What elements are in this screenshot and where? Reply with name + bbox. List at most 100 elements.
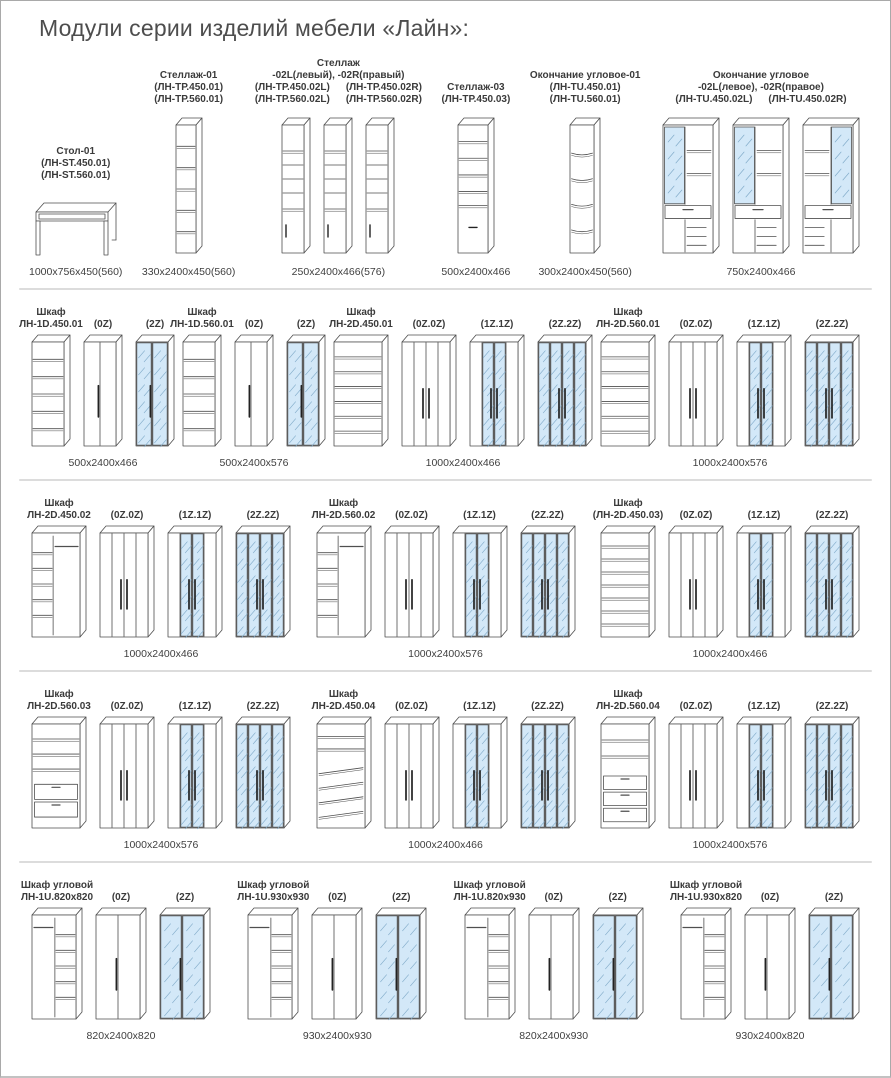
furniture-unit: Шкаф ЛН-2D.450.02	[27, 495, 91, 640]
wardrobe-doors-icon	[235, 525, 291, 639]
wardrobe-doors-icon	[736, 525, 792, 639]
unit-label: (1Z.1Z)	[165, 495, 225, 522]
variant-label: (0Z.0Z)	[110, 510, 144, 521]
variant-label: (0Z)	[328, 892, 347, 903]
unit-label: (2Z)	[373, 877, 429, 904]
furniture-unit: (0Z)	[81, 304, 125, 449]
module-label: Стеллаж-01 (ЛН-ТР.450.01) (ЛН-ТР.560.01)	[154, 70, 223, 106]
wardrobe-doors-icon	[401, 334, 457, 447]
wardrobe-doors-icon	[167, 525, 223, 639]
furniture-unit: (1Z.1Z)	[734, 495, 794, 640]
wardrobe-doors-icon	[744, 907, 796, 1020]
furniture-unit: (0Z.0Z)	[666, 304, 726, 449]
variant-label: (2Z)	[392, 892, 411, 903]
wardrobe-doors-icon	[311, 907, 363, 1020]
furniture-unit	[660, 112, 722, 258]
page-title: Модули серии изделий мебели «Лайн»:	[39, 15, 470, 41]
unit-label: (0Z)	[93, 877, 149, 904]
unit-label: (2Z.2Z)	[233, 686, 293, 713]
wardrobe-doors-icon	[668, 716, 724, 829]
wardrobe-doors-icon	[520, 716, 575, 830]
module-group: Окончание угловое-01 (ЛН-TU.450.01) (ЛН-TU…	[530, 70, 641, 278]
unit-label: (0Z.0Z)	[97, 686, 157, 713]
module-name: -02L(левое), -02R(правое)	[697, 82, 824, 93]
variant-label: (1Z.1Z)	[747, 319, 781, 330]
vanity-icon	[662, 117, 720, 254]
module-code: ЛН-1U.930х930	[237, 892, 310, 903]
wardrobe-group: Шкаф ЛН-2D.560.03 (0Z.0Z) (1Z.1Z) (2Z.2Z) 100…	[27, 686, 293, 851]
module-group: Стеллаж-01 (ЛН-ТР.450.01) (ЛН-ТР.560.01) 33…	[142, 70, 235, 278]
wardrobe-group: Шкаф ЛН-2D.450.02 (0Z.0Z) (1Z.1Z) (2Z.2Z) 100…	[27, 495, 293, 660]
module-group: Окончание угловое -02L(левое), -02R(право…	[660, 70, 862, 278]
variant-label: (0Z)	[544, 892, 563, 903]
variant-label: (2Z.2Z)	[815, 510, 849, 521]
corner-end-icon	[569, 117, 601, 254]
rack2-icon	[323, 117, 353, 254]
module-name: Шкаф	[44, 689, 74, 700]
wardrobe-group: Шкаф ЛН-1D.450.01 (0Z) (2Z) 500x2400x466	[19, 304, 177, 469]
variant-label: (1Z.1Z)	[178, 510, 212, 521]
unit-label: (0Z.0Z)	[382, 686, 442, 713]
variant-label: (0Z.0Z)	[679, 510, 713, 521]
module-code: ЛН-2D.450.01	[329, 319, 393, 330]
unit-label: Шкаф угловой ЛН-1U.820х930	[454, 877, 526, 904]
module-name: Стеллаж	[316, 58, 360, 69]
wardrobe-doors-icon	[804, 716, 860, 830]
wardrobe-doors-icon	[469, 334, 525, 448]
wardrobe-open-icon	[600, 525, 656, 638]
wardrobe-open-icon	[600, 334, 656, 447]
unit-label: (2Z)	[157, 877, 213, 904]
furniture-unit: (0Z.0Z)	[399, 304, 459, 449]
furniture-unit: Шкаф ЛН-1D.560.01	[170, 304, 234, 449]
furniture-unit: Шкаф угловой ЛН-1U.930х930	[237, 877, 309, 1022]
wardrobe-open-icon	[316, 716, 371, 829]
furniture-unit: (0Z)	[309, 877, 365, 1022]
unit-label: (1Z.1Z)	[734, 686, 794, 713]
unit-label: (0Z)	[742, 877, 798, 904]
furniture-unit: (0Z.0Z)	[382, 495, 442, 640]
variant-label: (2Z)	[145, 319, 165, 330]
row-separator	[19, 479, 872, 481]
module-code: ЛН-1D.560.01	[170, 319, 234, 330]
unit-label: (2Z.2Z)	[802, 495, 862, 522]
dimensions-label: 820x2400x930	[519, 1030, 589, 1042]
unit-label: (0Z)	[232, 304, 276, 331]
furniture-unit: (1Z.1Z)	[450, 686, 510, 831]
wardrobe-doors-icon	[804, 525, 860, 639]
wardrobe-group: Шкаф ЛН-1D.560.01 (0Z) (2Z) 500x2400x576	[170, 304, 328, 469]
module-name: Шкаф угловой	[20, 880, 94, 891]
module-codes: (ЛН-ТР.450.02R) (ЛН-ТР.560.02R)	[345, 82, 422, 105]
dimensions-label: 500x2400x576	[219, 457, 289, 469]
furniture-unit: Шкаф ЛН-2D.560.03	[27, 686, 91, 831]
wardrobe-doors-icon	[736, 716, 792, 830]
module-name: Шкаф	[346, 307, 376, 318]
row-separator	[19, 670, 872, 672]
furniture-unit: Шкаф (ЛН-2D.450.03)	[593, 495, 663, 640]
rack3-icon	[457, 117, 495, 254]
unit-label: Шкаф ЛН-2D.560.03	[27, 686, 91, 713]
variant-label: (2Z.2Z)	[531, 701, 564, 712]
unit-label: Шкаф ЛН-2D.560.04	[596, 686, 660, 713]
wardrobe-doors-icon	[452, 716, 507, 830]
wardrobe-group: Шкаф ЛН-2D.560.01 (0Z.0Z) (1Z.1Z) (2Z.2Z) 100…	[596, 304, 862, 469]
furniture-unit: (2Z.2Z)	[233, 686, 293, 831]
unit-label: Шкаф ЛН-1D.450.01	[19, 304, 83, 331]
wardrobe-group: Шкаф ЛН-2D.560.04 (0Z.0Z) (1Z.1Z) (2Z.2Z) 100…	[596, 686, 862, 851]
variant-label: (1Z.1Z)	[463, 510, 496, 521]
variant-label: (1Z.1Z)	[178, 701, 212, 712]
module-codes: (ЛН-ТР.450.03)	[441, 94, 511, 105]
unit-label: (2Z.2Z)	[233, 495, 293, 522]
module-group: Стеллаж-03 (ЛН-ТР.450.03) 500x2400x466	[441, 82, 510, 278]
module-code: ЛН-2D.560.01	[596, 319, 660, 330]
wardrobe-open-icon	[680, 907, 732, 1020]
variant-label: (2Z.2Z)	[815, 319, 849, 330]
unit-label: (2Z)	[284, 304, 328, 331]
module-code: ЛН-2D.560.03	[27, 701, 91, 712]
unit-label: (2Z.2Z)	[535, 304, 595, 331]
wardrobe-group: Шкаф угловой ЛН-1U.820х820 (0Z) (2Z) 820x240…	[21, 877, 213, 1042]
furniture-unit: Шкаф угловой ЛН-1U.820х930	[454, 877, 526, 1022]
furniture-unit: (1Z.1Z)	[450, 495, 510, 640]
module-codes: (ЛН-ТР.450.01) (ЛН-ТР.560.01)	[154, 82, 224, 105]
module-name: Окончание угловое-01	[529, 70, 641, 81]
dimensions-label: 1000x2400x466	[123, 648, 199, 660]
